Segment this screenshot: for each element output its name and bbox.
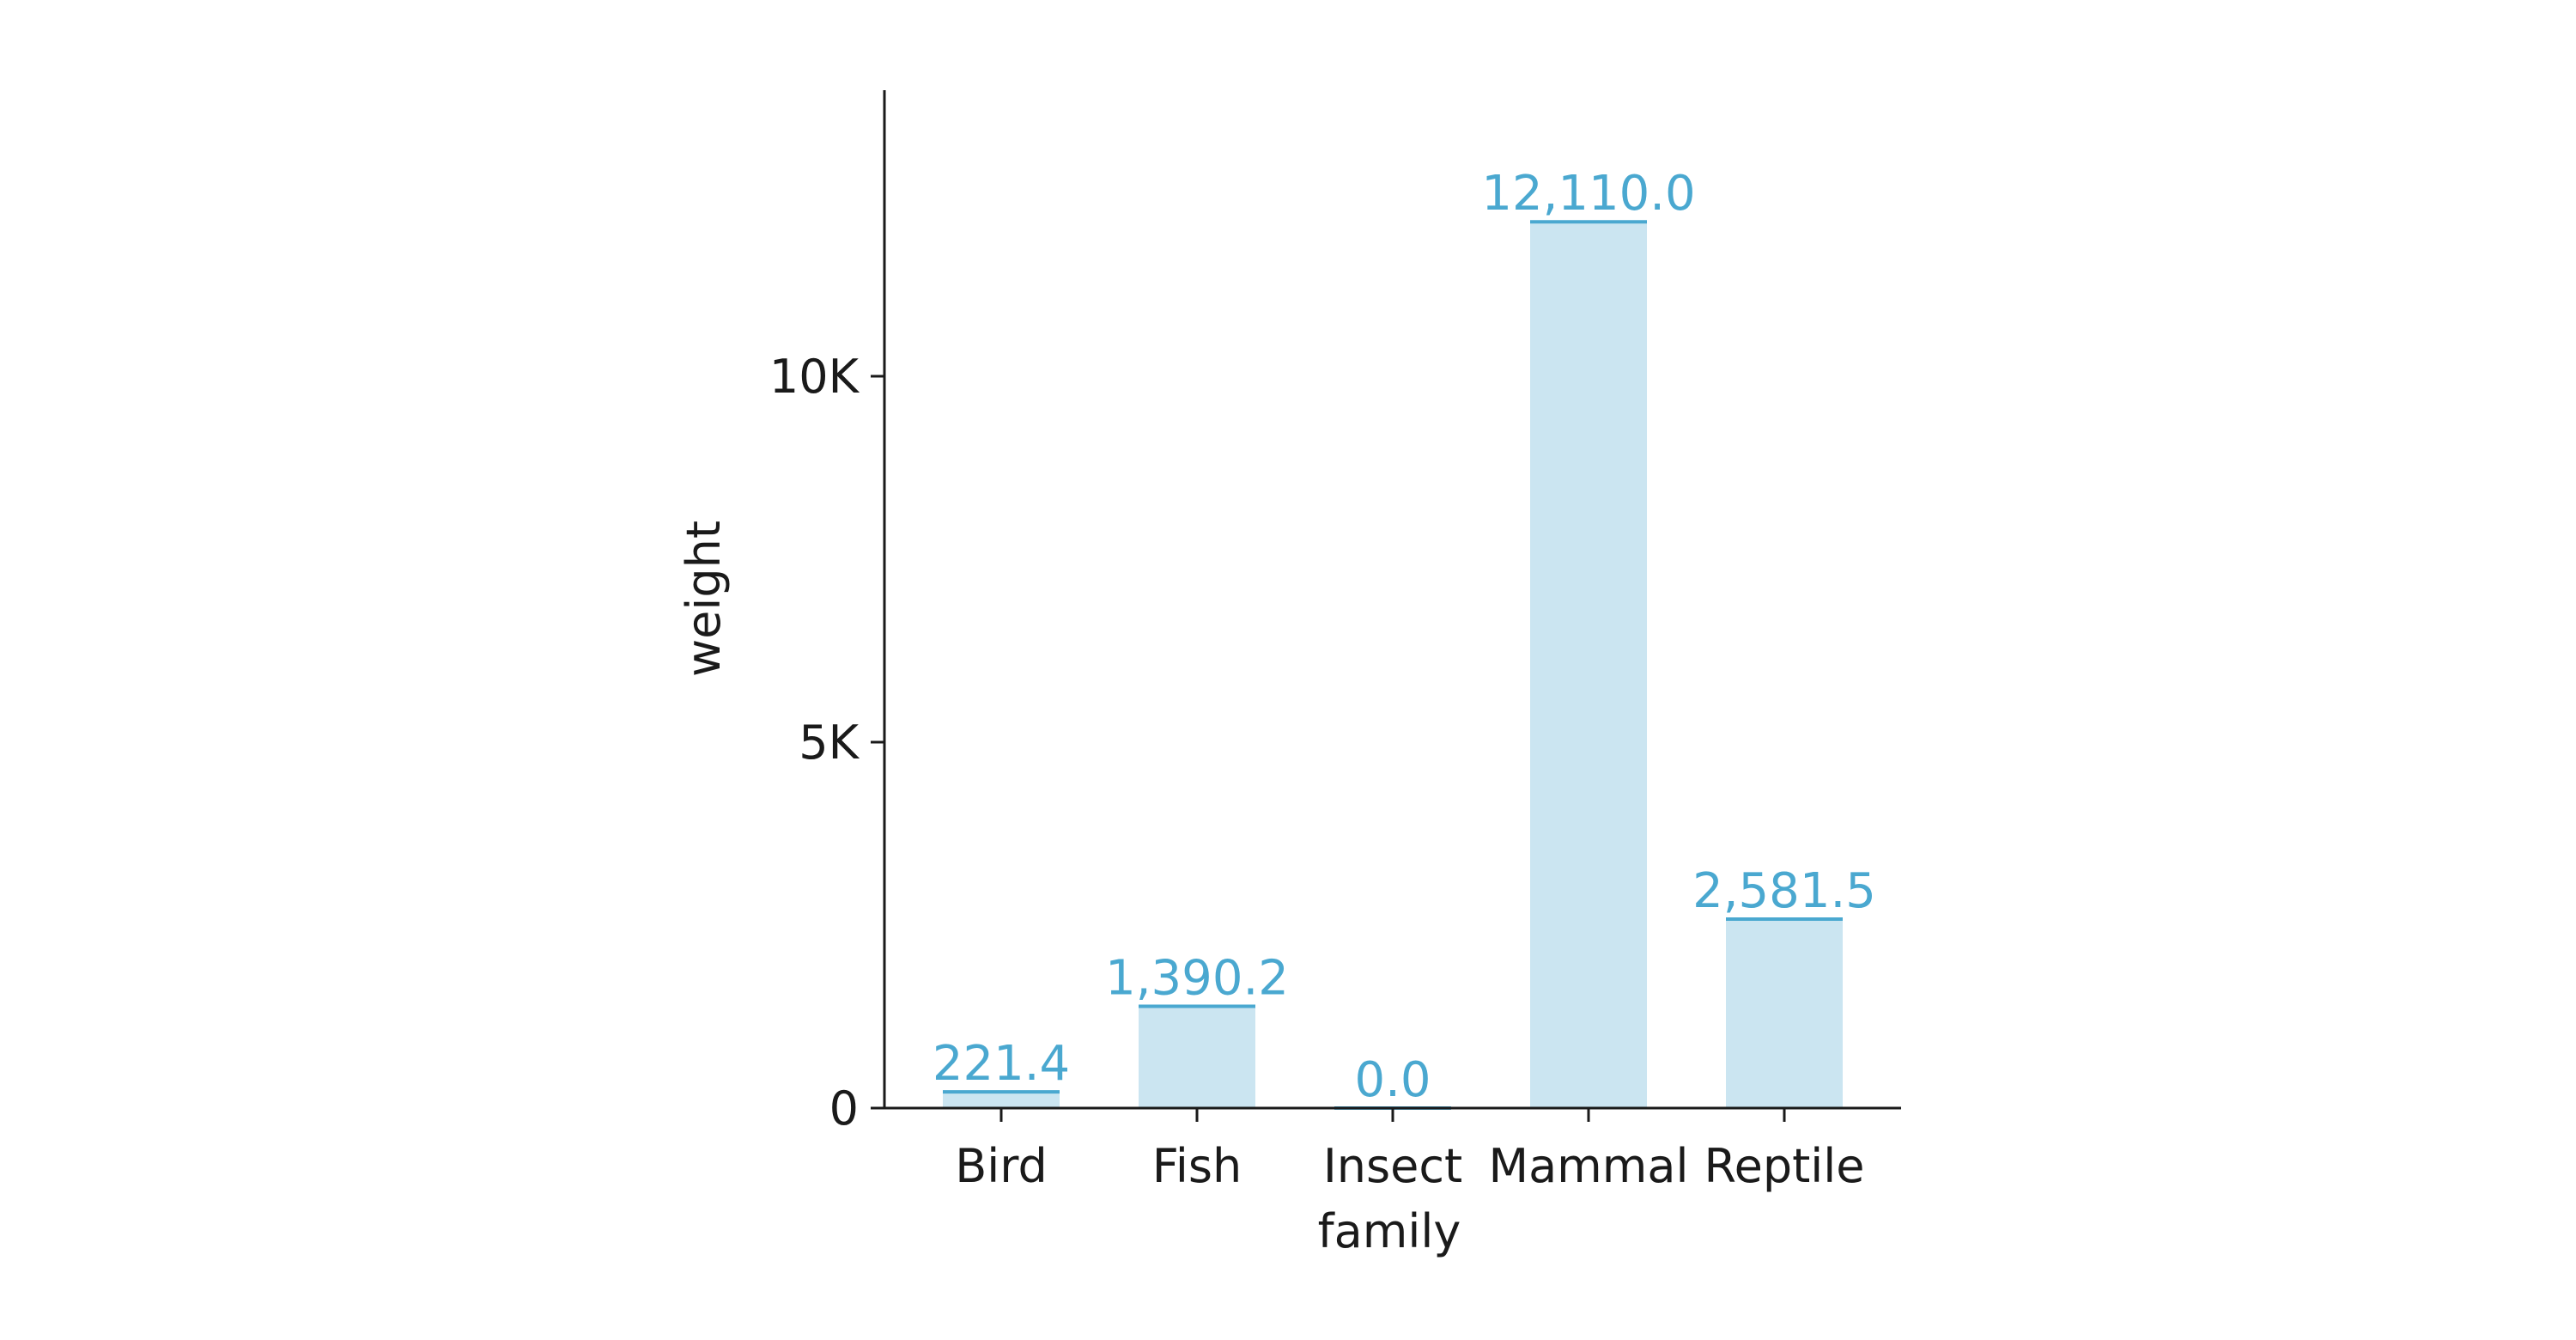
x-tick-label-insect: Insect xyxy=(1323,1139,1462,1193)
x-tick-label-fish: Fish xyxy=(1152,1139,1242,1193)
bar-bird xyxy=(943,1092,1060,1108)
data-label-mammal: 12,110.0 xyxy=(1481,166,1695,222)
data-label-reptile: 2,581.5 xyxy=(1692,863,1876,919)
y-axis-title: weight xyxy=(677,521,731,677)
y-tick-label-10k: 10K xyxy=(769,350,860,404)
ticks-layer: Bird Fish Insect Mammal Reptile 0 5K 10K xyxy=(769,350,1865,1193)
y-tick-label-5k: 5K xyxy=(799,716,860,770)
bar-fish xyxy=(1139,1006,1255,1108)
data-label-bird: 221.4 xyxy=(933,1036,1070,1092)
x-tick-label-reptile: Reptile xyxy=(1704,1139,1865,1193)
x-axis-title: family xyxy=(1318,1204,1461,1258)
x-tick-label-bird: Bird xyxy=(955,1139,1048,1193)
data-labels-layer: 221.4 1,390.2 0.0 12,110.0 2,581.5 xyxy=(933,166,1876,1108)
data-label-fish: 1,390.2 xyxy=(1105,951,1289,1007)
bar-mammal xyxy=(1530,222,1647,1108)
bar-reptile xyxy=(1726,919,1843,1108)
bars-layer xyxy=(943,220,1843,1110)
x-tick-label-mammal: Mammal xyxy=(1489,1139,1689,1193)
data-label-insect: 0.0 xyxy=(1354,1052,1431,1108)
y-tick-label-0: 0 xyxy=(829,1081,859,1136)
